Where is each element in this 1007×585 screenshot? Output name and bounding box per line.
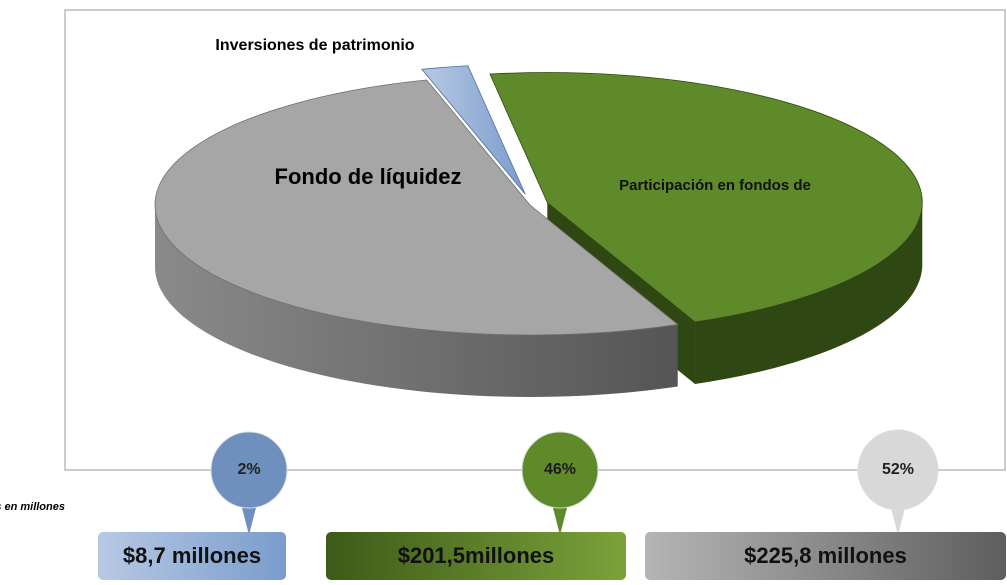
callout-circle [857, 429, 939, 511]
amount-label: $225,8 millones [744, 543, 907, 568]
amount-label: $8,7 millones [123, 543, 261, 568]
callout-pointer [551, 500, 569, 535]
slice-label: Participación en fondos de [619, 177, 811, 194]
amount-box [326, 532, 626, 580]
slice-label: Inversiones de patrimonio [215, 37, 414, 54]
note: Cifras en millones [0, 501, 65, 513]
amount-box [645, 532, 1006, 580]
callout-circle [210, 431, 288, 509]
amount-label: $201,5millones [398, 543, 555, 568]
slice [489, 72, 923, 323]
slice-label: Fondo de líquidez [275, 164, 462, 189]
value-label: 52% [882, 461, 914, 478]
slice [154, 79, 679, 336]
callout-circle [521, 431, 599, 509]
value-label: 2% [237, 461, 260, 478]
slice-side [695, 202, 923, 385]
callout-pointer [240, 500, 258, 535]
value-label: 46% [544, 461, 576, 478]
amount-box [98, 532, 286, 580]
slice-side [155, 205, 678, 397]
slice [421, 65, 526, 195]
